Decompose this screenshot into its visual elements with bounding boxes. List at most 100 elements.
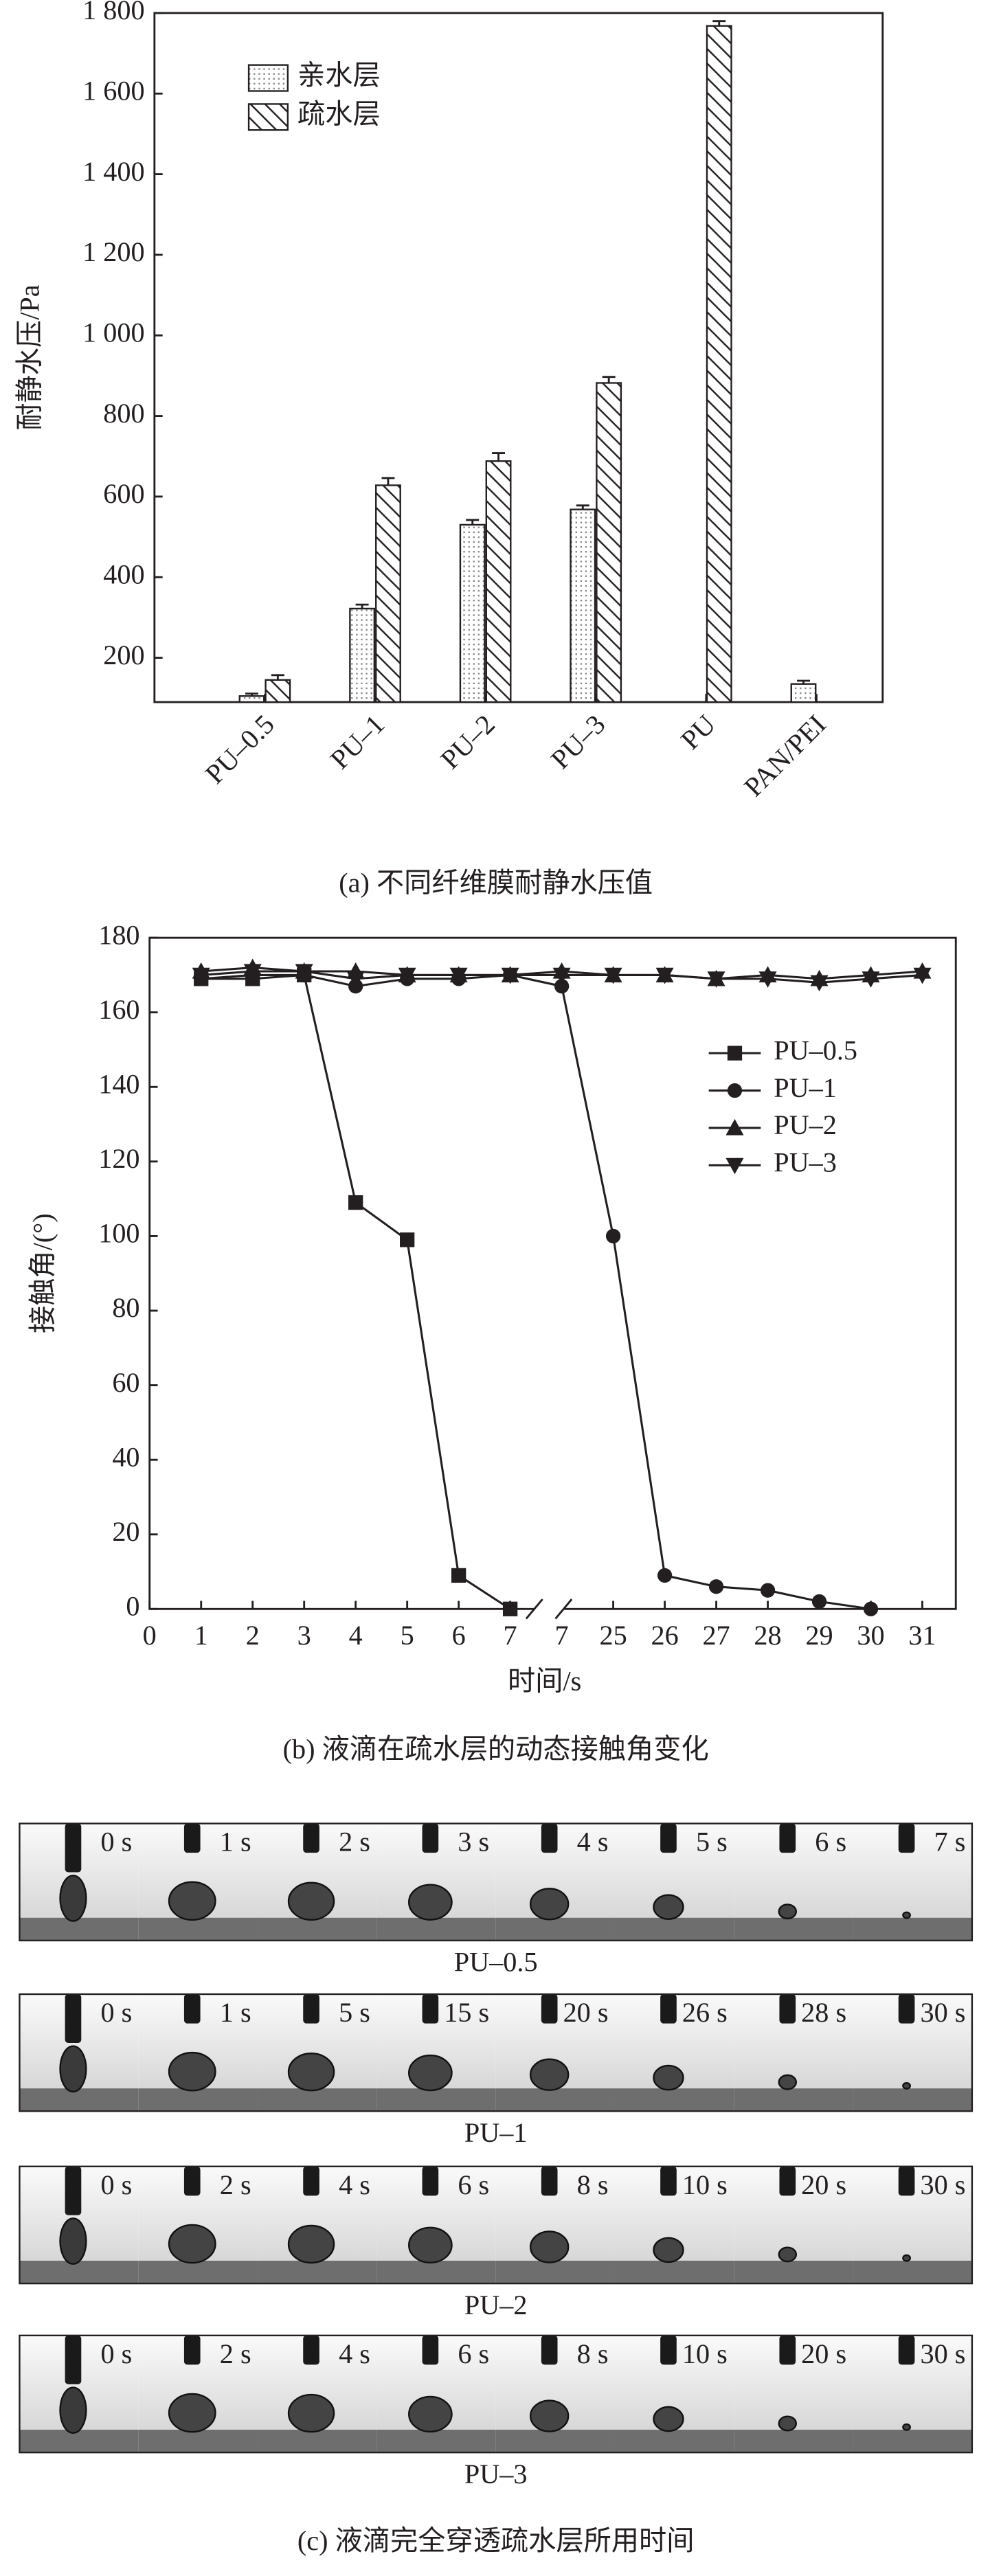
error-bar	[355, 603, 369, 609]
photo-frame	[734, 2335, 853, 2453]
droplet	[168, 1881, 216, 1921]
substrate	[734, 2088, 853, 2112]
photo-frame	[258, 2335, 377, 2453]
marker	[725, 1118, 744, 1136]
substrate	[734, 1917, 853, 1941]
y-tick-label: 0	[126, 1591, 139, 1622]
photo-frame	[376, 1823, 496, 1941]
time-label: 5 s	[339, 1997, 370, 2028]
marker	[451, 1568, 466, 1583]
photo-frame	[495, 1993, 615, 2112]
photo-frame	[614, 1993, 734, 2112]
marker	[810, 975, 829, 992]
photo-frame	[376, 2166, 496, 2284]
photo-frame	[258, 1993, 377, 2112]
y-tick-label: 1 200	[82, 236, 145, 267]
row-label: PU–1	[464, 2117, 528, 2148]
error-bar	[381, 477, 395, 486]
y-tick-label: 100	[98, 1218, 139, 1249]
legend-label: 亲水层	[297, 60, 381, 91]
row-label: PU–0.5	[454, 1947, 538, 1978]
droplet	[778, 2074, 797, 2090]
droplet	[287, 1882, 335, 1921]
needle	[779, 2335, 796, 2365]
time-label: 20 s	[801, 2169, 846, 2200]
photo-frame	[853, 1993, 972, 2112]
caption: (b) 液滴在疏水层的动态接触角变化	[283, 1734, 709, 1765]
row-label: PU–3	[464, 2459, 528, 2489]
substrate	[614, 2430, 734, 2453]
row-label: PU–2	[464, 2290, 528, 2320]
y-tick-label: 200	[103, 640, 144, 670]
needle	[541, 2166, 558, 2196]
substrate	[853, 1917, 972, 1941]
bar	[596, 382, 622, 703]
substrate	[258, 2430, 377, 2453]
y-tick-label: 160	[98, 994, 139, 1025]
needle	[422, 2166, 439, 2196]
x-tick-label: 0	[143, 1620, 157, 1651]
needle	[422, 1993, 439, 2024]
time-label: 2 s	[220, 2338, 251, 2369]
time-label: 20 s	[801, 2338, 846, 2369]
marker	[400, 1232, 415, 1247]
substrate	[376, 1917, 496, 1941]
x-tick-label: 28	[754, 1620, 781, 1651]
time-label: 0 s	[100, 1997, 132, 2028]
time-label: 30 s	[920, 2338, 965, 2369]
y-tick-label: 60	[112, 1367, 139, 1398]
photo-frame	[258, 2166, 377, 2284]
needle	[660, 2335, 677, 2365]
needle	[541, 2335, 558, 2365]
marker	[552, 967, 571, 984]
droplet	[59, 2386, 87, 2434]
needle	[65, 2335, 82, 2384]
photo-frame	[853, 2166, 972, 2284]
marker	[913, 967, 932, 984]
time-label: 4 s	[339, 2338, 370, 2369]
marker	[346, 971, 365, 988]
needle	[898, 1823, 915, 1853]
marker	[398, 967, 416, 984]
y-tick-label: 140	[98, 1069, 139, 1100]
droplet	[59, 2045, 87, 2093]
marker	[604, 967, 622, 984]
legend-label: PU–2	[774, 1109, 837, 1140]
substrate	[258, 2088, 377, 2112]
photo-frame	[495, 2335, 615, 2453]
y-tick-label: 1 800	[82, 0, 145, 25]
x-tick-label: PU	[675, 709, 721, 756]
photo-frame	[138, 2166, 258, 2284]
needle	[183, 2335, 201, 2365]
photo-frame	[376, 1993, 496, 2112]
time-label: 6 s	[458, 2338, 489, 2369]
photo-frame	[138, 1993, 258, 2112]
needle	[183, 1823, 201, 1853]
y-tick-label: 1 600	[82, 75, 145, 106]
x-tick-label: 27	[702, 1620, 730, 1651]
time-label: 6 s	[815, 1827, 846, 1857]
y-tick-label: 800	[103, 398, 144, 429]
time-label: 3 s	[458, 1827, 489, 1857]
x-tick-label: 4	[349, 1620, 363, 1651]
bar	[238, 695, 265, 703]
droplet	[653, 1894, 684, 1920]
droplet	[653, 2064, 684, 2091]
photo-row-frame	[19, 1993, 974, 2112]
droplet	[902, 2423, 911, 2431]
substrate	[614, 2088, 734, 2112]
error-bar	[245, 692, 258, 697]
photo-frame	[19, 1993, 139, 2112]
time-label: 6 s	[458, 2169, 489, 2200]
needle	[898, 1993, 915, 2024]
axis-break	[525, 1598, 573, 1620]
droplet	[59, 2217, 87, 2265]
bar	[790, 683, 817, 703]
droplet	[287, 2052, 335, 2092]
droplet	[653, 2406, 684, 2432]
time-label: 28 s	[801, 1997, 846, 2028]
droplet	[408, 1884, 453, 1921]
droplet	[287, 2224, 335, 2264]
substrate	[138, 2088, 258, 2112]
x-tick-label: 25	[599, 1620, 627, 1651]
